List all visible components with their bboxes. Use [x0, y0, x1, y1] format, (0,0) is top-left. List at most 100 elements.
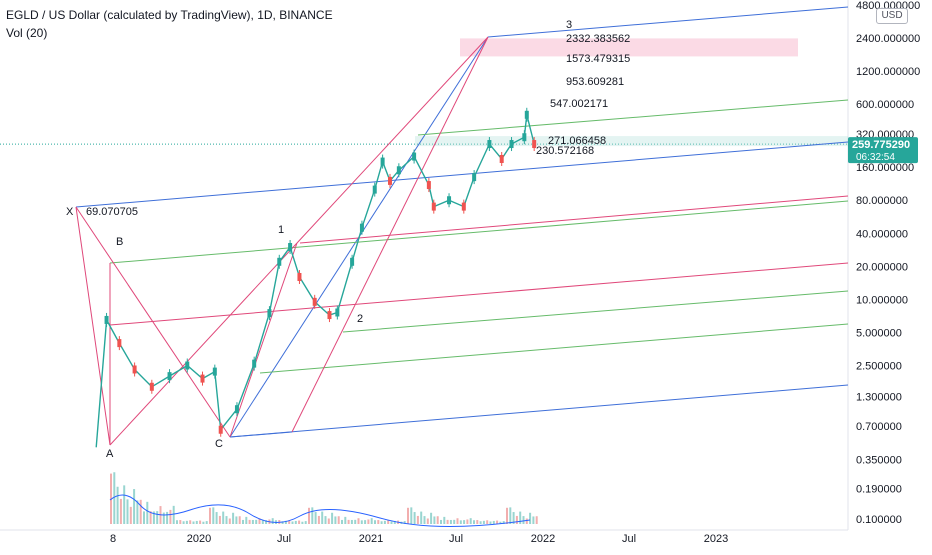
volume-bar — [337, 516, 340, 524]
volume-bar — [347, 519, 350, 524]
volume-bar — [374, 520, 376, 524]
price-candle-body — [350, 257, 355, 266]
volume-bar — [228, 518, 231, 524]
volume-bar — [123, 485, 126, 524]
wave-label: A — [106, 448, 114, 460]
wave-label: 1 — [278, 224, 284, 236]
volume-bar — [321, 511, 324, 524]
price-candle-body — [297, 272, 302, 281]
price-candle-body — [132, 365, 137, 374]
volume-bar — [509, 507, 512, 524]
volume-bar — [383, 520, 386, 524]
channel-lower-blue — [229, 384, 849, 438]
time-tick-label: 2021 — [359, 533, 383, 545]
volume-bar — [473, 520, 475, 524]
volume-bar — [360, 520, 363, 524]
price-candle-body — [212, 367, 217, 376]
volume-bar — [380, 521, 383, 524]
price-candle-body — [267, 309, 272, 318]
volume-bar — [202, 521, 205, 524]
volume-indicator-label[interactable]: Vol (20) — [6, 26, 48, 40]
volume-bar — [515, 515, 518, 524]
price-candle-body — [149, 382, 154, 391]
volume-bar — [492, 520, 495, 524]
wave-label: 3 — [566, 19, 572, 31]
time-tick-label: Jul — [449, 533, 463, 545]
price-candle-body — [200, 374, 205, 383]
volume-bar — [532, 516, 535, 524]
price-tick-label: 5.000000 — [856, 327, 902, 339]
wave-label: B — [116, 236, 123, 248]
volume-bar — [248, 519, 251, 524]
volume-bar — [284, 520, 287, 524]
price-tick-label: 2.500000 — [856, 361, 902, 373]
price-candle-body — [380, 157, 385, 166]
volume-bar — [327, 518, 330, 524]
volume-bar — [314, 512, 317, 524]
fib-level-label: 271.066458 — [548, 135, 606, 147]
wave-label: 69.070705 — [86, 206, 138, 218]
volume-bar — [535, 516, 538, 524]
fork-line-green-3 — [342, 290, 849, 333]
volume-bar — [222, 511, 225, 524]
price-candle-body — [288, 243, 293, 252]
volume-bar — [265, 520, 268, 524]
volume-bar — [479, 521, 482, 524]
volume-bar — [136, 500, 139, 524]
volume-bar — [377, 520, 380, 524]
currency-button[interactable]: USD — [876, 8, 908, 24]
price-tick-label: 0.190000 — [856, 483, 902, 495]
time-tick-label: Jul — [622, 533, 636, 545]
volume-bar — [129, 506, 132, 524]
volume-bar — [443, 516, 446, 524]
volume-bar — [133, 489, 136, 524]
price-candle-body — [117, 339, 122, 348]
fib-level-label: 230.572168 — [536, 145, 594, 157]
time-tick-label: 8 — [110, 533, 116, 545]
pattern-leg-23 — [291, 36, 489, 433]
pattern-leg-xc — [75, 206, 231, 438]
volume-bar — [459, 520, 462, 524]
volume-bar — [298, 520, 301, 524]
price-tick-label: 2400.000000 — [856, 33, 920, 45]
volume-bar — [456, 518, 459, 524]
volume-bar — [294, 520, 297, 524]
volume-bar — [149, 511, 152, 524]
volume-ma-line — [109, 494, 531, 528]
volume-bar — [496, 520, 499, 524]
volume-bar — [350, 519, 353, 524]
volume-bar — [251, 519, 254, 524]
volume-bar — [357, 518, 360, 524]
volume-bar — [113, 472, 116, 524]
price-candle-body — [426, 181, 431, 190]
volume-bar — [466, 519, 469, 524]
volume-bar — [502, 521, 505, 524]
price-candle-body — [524, 110, 529, 119]
fork-line-pink-1 — [109, 262, 849, 326]
current-price-value: 259.775290 — [852, 139, 910, 151]
price-tick-label: 0.350000 — [856, 454, 902, 466]
wave-label: C — [215, 438, 223, 450]
volume-bar — [199, 520, 202, 524]
volume-bar — [245, 516, 248, 524]
channel-mid-blue — [75, 141, 849, 208]
volume-bar — [288, 520, 291, 524]
volume-bar — [169, 509, 172, 524]
price-candle-body — [277, 257, 282, 266]
volume-bar — [367, 519, 370, 524]
volume-bar — [344, 516, 347, 524]
price-candle-body — [372, 185, 377, 194]
current-price-badge-bg — [848, 137, 918, 164]
volume-bar — [238, 516, 241, 524]
pattern-leg-a1 — [109, 242, 298, 446]
volume-bar — [446, 519, 449, 524]
volume-bar — [440, 519, 442, 524]
time-tick-label: 2022 — [531, 533, 555, 545]
price-tick-label: 1.300000 — [856, 392, 902, 404]
volume-bar — [463, 520, 466, 524]
volume-bar — [423, 516, 426, 524]
volume-bar — [519, 511, 522, 524]
